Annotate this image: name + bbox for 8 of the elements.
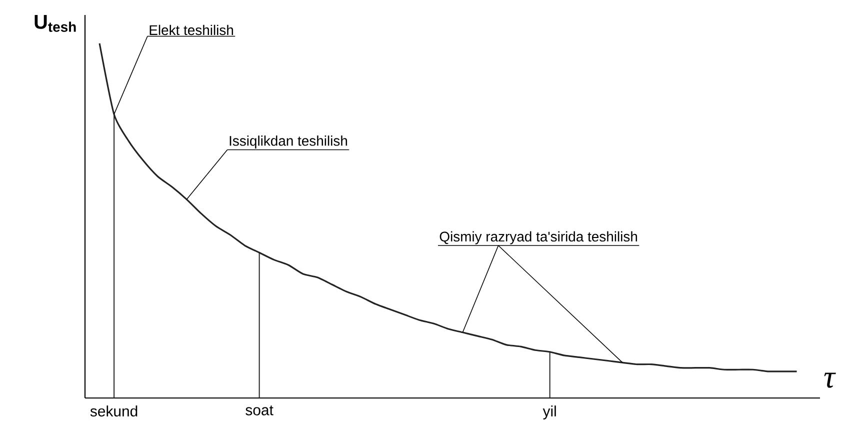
annotation: Qismiy razryad ta'sirida teshilish bbox=[440, 231, 638, 244]
x-tick-label: soat bbox=[246, 406, 274, 416]
x-tick-label: sekund bbox=[90, 406, 138, 416]
x-tick-label: yil bbox=[542, 406, 556, 420]
y-axis-title: U$_{tesh}$ bbox=[34, 14, 76, 32]
text: Elekt teshilish bbox=[150, 24, 234, 36]
x-axis-title: τ bbox=[824, 372, 836, 388]
annotation: Issiqlikdan teshilish bbox=[230, 136, 348, 149]
